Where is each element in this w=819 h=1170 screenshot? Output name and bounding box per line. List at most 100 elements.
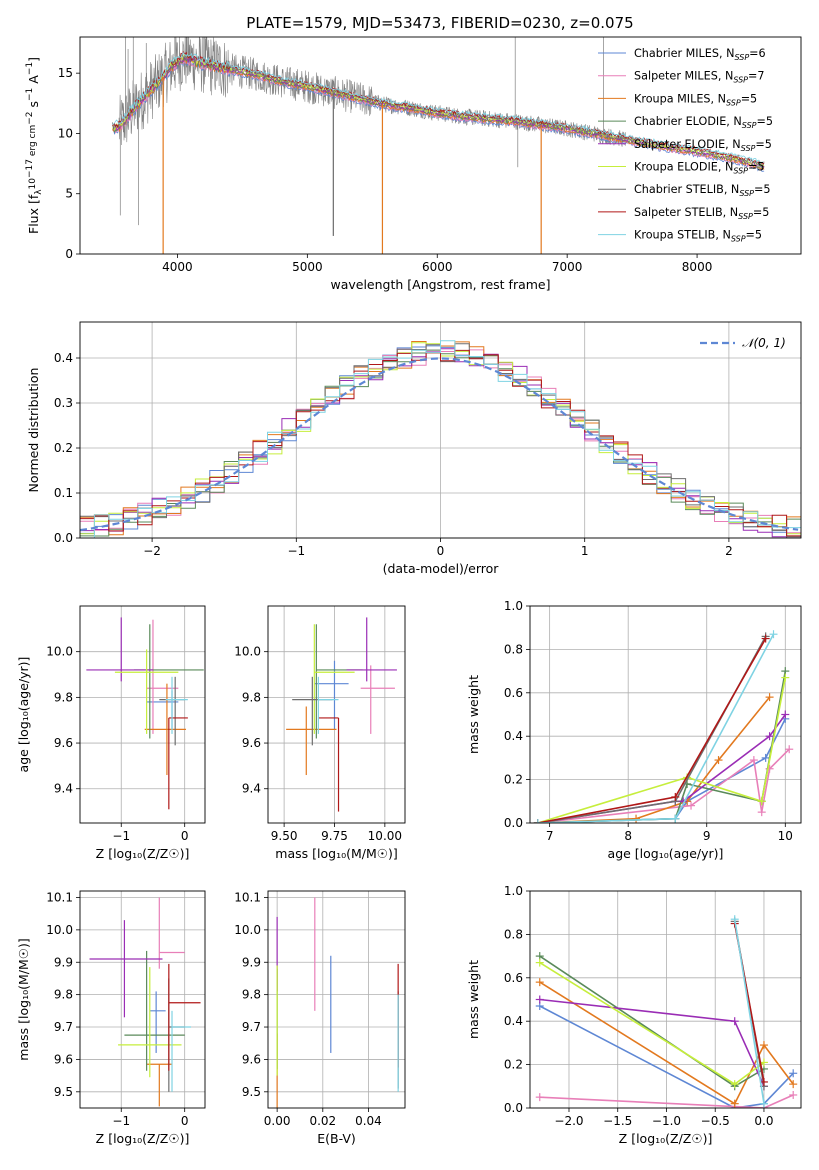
legend-label-suffix: =5	[741, 92, 758, 105]
y-tick-label: 1.0	[504, 599, 523, 613]
series-marker-salpeter-elodie	[730, 1017, 739, 1026]
x-tick-label: 9	[703, 829, 711, 843]
x-tick-label: 0.0	[754, 1114, 773, 1128]
errorbar-salpeter-stelib	[168, 963, 201, 1071]
x-tick-label: 10.00	[368, 829, 402, 843]
series-marker-salpeter-elodie	[535, 995, 544, 1004]
y-tick-label: 9.8	[242, 988, 261, 1002]
legend-label-text: Salpeter STELIB, N	[634, 206, 738, 219]
x-axis-label: age [log₁₀(age/yr)]	[608, 846, 724, 861]
errorbar-kroupa-elodie	[313, 624, 355, 734]
legend-label-text: Chabrier STELIB, N	[634, 183, 739, 196]
legend-label-salpeter-stelib: Salpeter STELIB, NSSP=5	[634, 206, 769, 221]
errorbar-chabrier-miles	[314, 660, 349, 730]
x-tick-label: 2	[725, 544, 733, 558]
legend-label-suffix: =5	[753, 206, 770, 219]
series-marker-kroupa-stelib	[671, 814, 680, 823]
y-axis-label-part: ]	[26, 57, 41, 62]
plot-area	[89, 897, 201, 1107]
y-axis-label-part: −2	[25, 111, 35, 124]
legend-label-suffix: =7	[748, 70, 765, 83]
y-tick-label: 0.6	[504, 686, 523, 700]
legend-label-sub: SSP	[731, 235, 746, 244]
y-axis-label-part: A	[26, 75, 41, 88]
axes-frame	[529, 890, 802, 1109]
series-marker-kroupa-stelib	[533, 819, 542, 823]
y-axis-label-part: −17	[25, 159, 35, 178]
legend-label-suffix: =6	[749, 47, 766, 60]
axes-frame	[79, 890, 206, 1109]
series-line-kroupa-stelib	[537, 633, 775, 823]
y-axis-label: age [log₁₀(age/yr)]	[16, 657, 31, 773]
y-tick-label: 5	[65, 187, 73, 201]
series-line-chabrier-miles	[537, 718, 787, 823]
x-axis-label: (data-model)/error	[383, 561, 500, 576]
errorbar-chabrier-elodie	[124, 950, 185, 1071]
panel-massweight-vs-age: 7 8 9 10 0.0 0.2 0.4 0.6 0.8 1.0 age [log₁₀(age/yr…	[466, 599, 802, 861]
y-tick-label: 0.0	[504, 1101, 523, 1115]
x-tick-label: 7000	[552, 260, 583, 274]
errorbar-kroupa-miles	[286, 706, 337, 776]
panel-massweight-vs-Z: −2.0 −1.5 −1.0 −0.5 0.0 0.0 0.2 0.4 0.6 0.8 1.0 Z […	[466, 884, 802, 1146]
x-tick-label: 1	[581, 544, 589, 558]
x-tick-label: 0	[181, 1114, 189, 1128]
y-axis-label-part: λ	[34, 189, 44, 195]
series-line-kroupa-elodie	[537, 677, 787, 823]
legend-label-sub: SSP	[726, 98, 741, 107]
y-tick-label: 9.4	[242, 782, 261, 796]
series-marker-salpeter-miles	[789, 1090, 798, 1099]
errorbar-chabrier-miles	[149, 991, 166, 1053]
y-tick-label: 10.0	[46, 923, 73, 937]
figure-title: PLATE=1579, MJD=53473, FIBERID=0230, z=0…	[246, 14, 633, 32]
panel-spectrum: 4000 5000 6000 7000 8000 0 5 10 15 wavelength [An…	[25, 36, 802, 292]
x-tick-label: −1	[112, 1114, 130, 1128]
errorbar-kroupa-stelib	[165, 676, 188, 734]
errorbar-chabrier-miles	[146, 690, 179, 730]
legend-label-text: Salpeter ELODIE, N	[634, 138, 741, 151]
x-tick-label: 10	[778, 829, 793, 843]
panel-mass-vs-EBV: 0.00 0.02 0.04 9.5 9.6 9.7 9.8 9.9 10.0 10.1 E(B-V…	[234, 890, 406, 1146]
panel-mass-vs-Z: −1 0 9.5 9.6 9.7 9.8 9.9 10.0 10.1 Z [log₁₀(Z/Z☉)…	[16, 890, 206, 1146]
errorbar-salpeter-miles	[146, 619, 179, 734]
x-tick-label: −1.5	[603, 1114, 632, 1128]
errorbar-chabrier-elodie	[315, 624, 363, 739]
plot-area	[276, 897, 399, 1108]
x-tick-label: 0.02	[309, 1114, 336, 1128]
y-tick-label: 9.6	[242, 736, 261, 750]
y-tick-label: 9.9	[242, 955, 261, 969]
series-line-kroupa-stelib	[733, 919, 765, 1104]
x-tick-label: 0	[181, 829, 189, 843]
legend-label-suffix: =5	[755, 138, 772, 151]
axes-frame	[267, 890, 406, 1109]
y-axis-label-part: Flux [f	[26, 194, 41, 234]
y-tick-label: 0	[65, 247, 73, 261]
errorbar-chabrier-stelib	[292, 676, 333, 746]
series-marker-kroupa-elodie	[730, 1080, 739, 1089]
legend-label-suffix: =5	[756, 115, 773, 128]
y-axis-label: mass [log₁₀(M/M☉)]	[16, 938, 31, 1060]
y-tick-label: 0.6	[504, 971, 523, 985]
errorbar-salpeter-elodie	[346, 617, 397, 682]
legend-label-chabrier-stelib: Chabrier STELIB, NSSP=5	[634, 183, 771, 198]
series-marker-salpeter-stelib	[671, 792, 680, 801]
errorbar-kroupa-miles	[144, 683, 186, 776]
legend-label-chabrier-elodie: Chabrier ELODIE, NSSP=5	[634, 115, 773, 130]
series-line-salpeter-stelib	[537, 638, 767, 823]
series-marker-salpeter-miles	[757, 808, 766, 817]
errorbar-salpeter-stelib	[318, 717, 340, 812]
y-tick-label: 10.0	[234, 923, 261, 937]
normal-curve	[80, 357, 799, 532]
x-tick-label: 8000	[682, 260, 713, 274]
y-tick-label: 9.7	[54, 1020, 73, 1034]
y-tick-label: 9.7	[242, 1020, 261, 1034]
histogram-kroupa-stelib	[80, 340, 801, 538]
y-tick-label: 10	[58, 126, 73, 140]
errorbar-salpeter-elodie	[89, 920, 163, 1018]
y-tick-label: 0.2	[504, 1058, 523, 1072]
x-tick-label: 0.00	[264, 1114, 291, 1128]
series-line-chabrier-miles	[539, 1005, 794, 1108]
y-axis-label-part: 10	[28, 178, 38, 190]
plot-area	[535, 915, 798, 1108]
errorbar-kroupa-miles	[146, 1063, 173, 1107]
